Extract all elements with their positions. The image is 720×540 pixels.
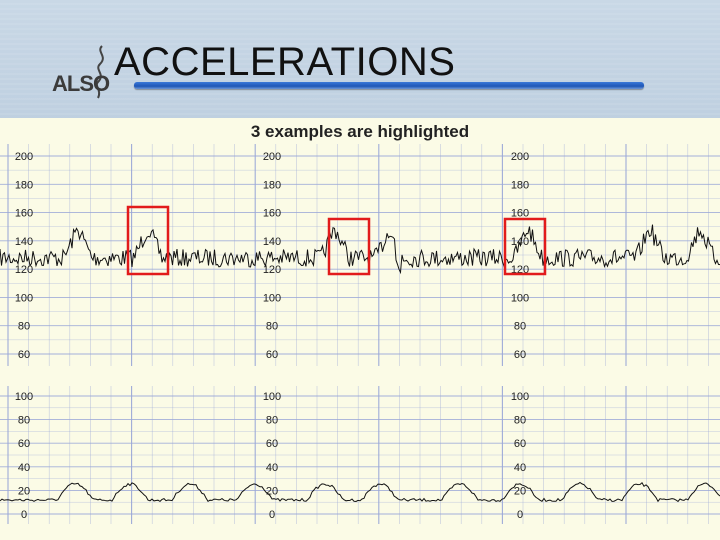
fhr-scale-label: 180 [263,179,281,191]
toco-scale-label: 0 [517,509,523,521]
toco-trace [0,481,720,503]
highlight-box-3 [503,217,547,276]
fhr-scale-label: 200 [511,151,529,163]
fhr-scale-label: 60 [514,349,526,361]
toco-scale-label: 0 [269,509,275,521]
toco-scale-label: 80 [18,415,30,427]
toco-scale-label: 80 [266,415,278,427]
fhr-scale-label: 160 [263,208,281,220]
fhr-scale-label: 60 [18,349,30,361]
fhr-scale-label: 100 [15,292,33,304]
title-underline [134,82,644,89]
fhr-trace [0,224,720,275]
toco-scale-label: 20 [266,485,278,497]
fhr-scale-label: 140 [263,236,281,248]
fhr-scale-label: 180 [511,179,529,191]
fhr-scale-labels: 200 180 160 140 120 100 80 60 200 180 160 140 120 100… [15,151,529,361]
fhr-scale-label: 100 [263,292,281,304]
fhr-scale-label: 80 [514,321,526,333]
fhr-scale-label: 120 [15,264,33,276]
highlight-box-1 [126,205,170,276]
fhr-scale-label: 60 [266,349,278,361]
fhr-scale-label: 140 [511,236,529,248]
toco-scale-label: 100 [263,391,281,403]
toco-scale-label: 100 [511,391,529,403]
fhr-scale-label: 80 [266,321,278,333]
fhr-scale-label: 160 [511,208,529,220]
grid-lines [0,144,720,524]
toco-scale-label: 20 [18,485,30,497]
fhr-scale-label: 100 [511,292,529,304]
fhr-scale-label: 80 [18,321,30,333]
toco-scale-label: 40 [514,462,526,474]
slide-subtitle: 3 examples are highlighted [250,122,470,141]
toco-scale-label: 100 [15,391,33,403]
fhr-scale-label: 160 [15,208,33,220]
logo-text: ALSO [52,71,110,96]
fhr-scale-label: 140 [15,236,33,248]
also-logo-icon [95,45,104,99]
ctg-strip: 2001801601401201008060200180160140120100… [0,144,720,524]
toco-scale-label: 40 [18,462,30,474]
fhr-scale-label: 120 [263,264,281,276]
toco-scale-label: 80 [514,415,526,427]
toco-scale-label: 60 [514,438,526,450]
toco-scale-label: 40 [266,462,278,474]
highlight-box-2 [327,217,371,276]
fhr-scale-label: 200 [263,151,281,163]
toco-scale-labels: 100 80 60 40 20 0 100 80 60 40 20 0 100 80 60 40 20 0 [15,391,529,521]
toco-scale-label: 60 [266,438,278,450]
toco-scale-label: 0 [21,509,27,521]
fhr-scale-label: 200 [15,151,33,163]
slide-title: ACCELERATIONS [114,40,456,84]
fhr-scale-label: 180 [15,179,33,191]
ctg-strip-panel [0,118,720,540]
toco-scale-label: 60 [18,438,30,450]
toco-scale-label: 20 [514,485,526,497]
